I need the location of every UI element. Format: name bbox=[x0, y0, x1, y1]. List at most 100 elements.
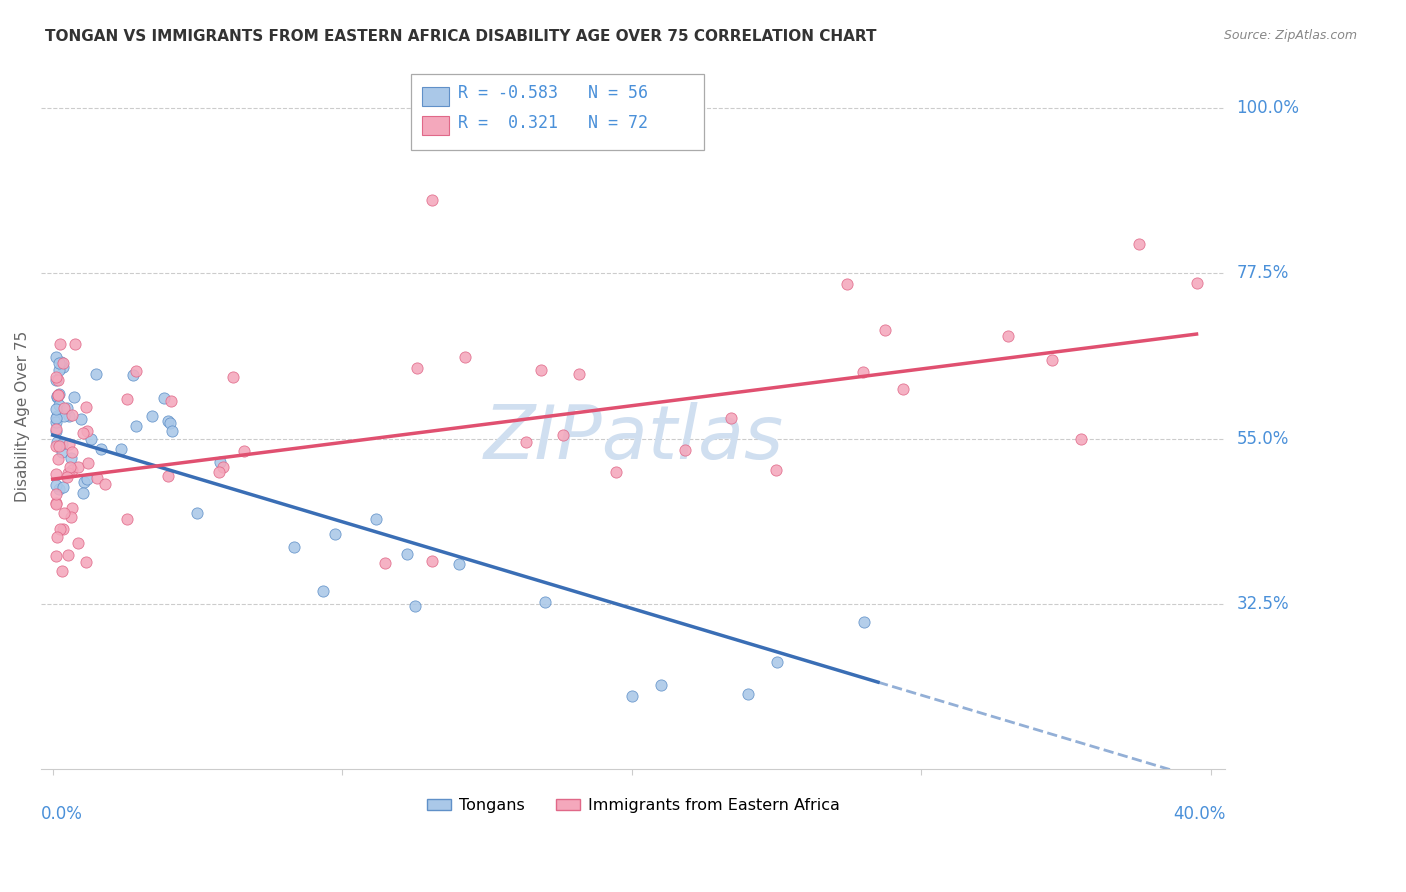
Point bbox=[852, 365, 875, 379]
Point bbox=[94, 477, 117, 491]
Point bbox=[156, 414, 179, 428]
Text: 40.0%: 40.0% bbox=[1173, 805, 1226, 823]
Point bbox=[45, 410, 67, 425]
Point bbox=[568, 367, 591, 381]
Point bbox=[420, 193, 443, 207]
Point bbox=[45, 425, 67, 439]
Point bbox=[364, 512, 387, 526]
Point bbox=[45, 351, 67, 365]
Point bbox=[56, 548, 79, 562]
Point bbox=[51, 564, 73, 578]
Point bbox=[208, 465, 231, 479]
Point bbox=[875, 323, 897, 337]
Point bbox=[312, 584, 335, 599]
Point bbox=[90, 442, 112, 457]
Y-axis label: Disability Age Over 75: Disability Age Over 75 bbox=[15, 331, 30, 502]
Point bbox=[1040, 353, 1063, 368]
Text: TONGAN VS IMMIGRANTS FROM EASTERN AFRICA DISABILITY AGE OVER 75 CORRELATION CHAR: TONGAN VS IMMIGRANTS FROM EASTERN AFRICA… bbox=[45, 29, 876, 44]
Point bbox=[56, 466, 79, 480]
Text: 77.5%: 77.5% bbox=[1237, 264, 1289, 283]
Point bbox=[52, 409, 75, 423]
Point bbox=[737, 687, 759, 701]
Point bbox=[534, 595, 557, 609]
Point bbox=[45, 495, 67, 509]
Point bbox=[45, 487, 67, 501]
Point bbox=[620, 689, 643, 703]
Point bbox=[156, 468, 179, 483]
Point bbox=[46, 451, 69, 466]
Point bbox=[45, 389, 67, 403]
Point bbox=[60, 409, 83, 423]
Point bbox=[153, 391, 176, 405]
Point bbox=[72, 486, 94, 500]
Point bbox=[1185, 276, 1208, 290]
Point bbox=[76, 424, 98, 438]
Point bbox=[46, 434, 69, 449]
Point bbox=[45, 530, 67, 544]
Point bbox=[51, 354, 73, 368]
Point bbox=[396, 547, 419, 561]
Point bbox=[45, 370, 67, 384]
Point bbox=[122, 368, 145, 383]
Point bbox=[454, 351, 477, 365]
Text: Source: ZipAtlas.com: Source: ZipAtlas.com bbox=[1223, 29, 1357, 42]
Point bbox=[56, 401, 79, 415]
Point bbox=[80, 432, 103, 446]
Point bbox=[86, 471, 108, 485]
Text: R = -0.583   N = 56: R = -0.583 N = 56 bbox=[458, 84, 648, 102]
Point bbox=[420, 554, 443, 568]
Point bbox=[46, 373, 69, 387]
Point bbox=[117, 511, 139, 525]
Point bbox=[63, 336, 86, 351]
Point bbox=[447, 558, 470, 572]
Point bbox=[52, 360, 75, 375]
Point bbox=[52, 522, 75, 536]
Point bbox=[70, 412, 93, 426]
Point bbox=[765, 463, 787, 477]
Point bbox=[720, 411, 742, 425]
Point bbox=[45, 422, 67, 436]
Bar bbox=[422, 116, 449, 135]
Bar bbox=[422, 87, 449, 105]
Point bbox=[45, 415, 67, 429]
Point bbox=[67, 460, 90, 475]
Point bbox=[48, 482, 70, 496]
Legend: Tongans, Immigrants from Eastern Africa: Tongans, Immigrants from Eastern Africa bbox=[420, 791, 846, 819]
Text: 55.0%: 55.0% bbox=[1237, 430, 1289, 448]
Point bbox=[208, 455, 231, 469]
Point bbox=[125, 364, 148, 378]
Point bbox=[222, 369, 245, 384]
Point bbox=[45, 478, 67, 492]
Point bbox=[73, 475, 96, 489]
Text: 100.0%: 100.0% bbox=[1237, 99, 1299, 117]
Point bbox=[159, 393, 181, 408]
Point bbox=[530, 363, 553, 377]
Point bbox=[374, 557, 396, 571]
Point bbox=[48, 387, 70, 401]
Point bbox=[49, 337, 72, 351]
Text: 32.5%: 32.5% bbox=[1237, 595, 1289, 613]
Point bbox=[45, 549, 67, 563]
Point bbox=[404, 599, 426, 614]
Point bbox=[1070, 432, 1092, 446]
Point bbox=[48, 397, 70, 411]
Point bbox=[45, 467, 67, 482]
Point bbox=[515, 435, 537, 450]
Point bbox=[56, 469, 79, 483]
Point bbox=[852, 615, 875, 630]
Point bbox=[84, 367, 107, 381]
Point bbox=[58, 409, 80, 424]
Point bbox=[211, 460, 233, 475]
Point bbox=[323, 527, 346, 541]
Point bbox=[162, 424, 184, 438]
Bar bbox=[411, 74, 704, 150]
Point bbox=[60, 500, 83, 515]
Point bbox=[186, 506, 208, 520]
Point bbox=[59, 510, 82, 524]
Point bbox=[45, 439, 67, 453]
Point bbox=[48, 439, 70, 453]
Point bbox=[67, 535, 90, 549]
Point bbox=[53, 401, 76, 416]
Point bbox=[48, 363, 70, 377]
Point bbox=[77, 456, 100, 470]
